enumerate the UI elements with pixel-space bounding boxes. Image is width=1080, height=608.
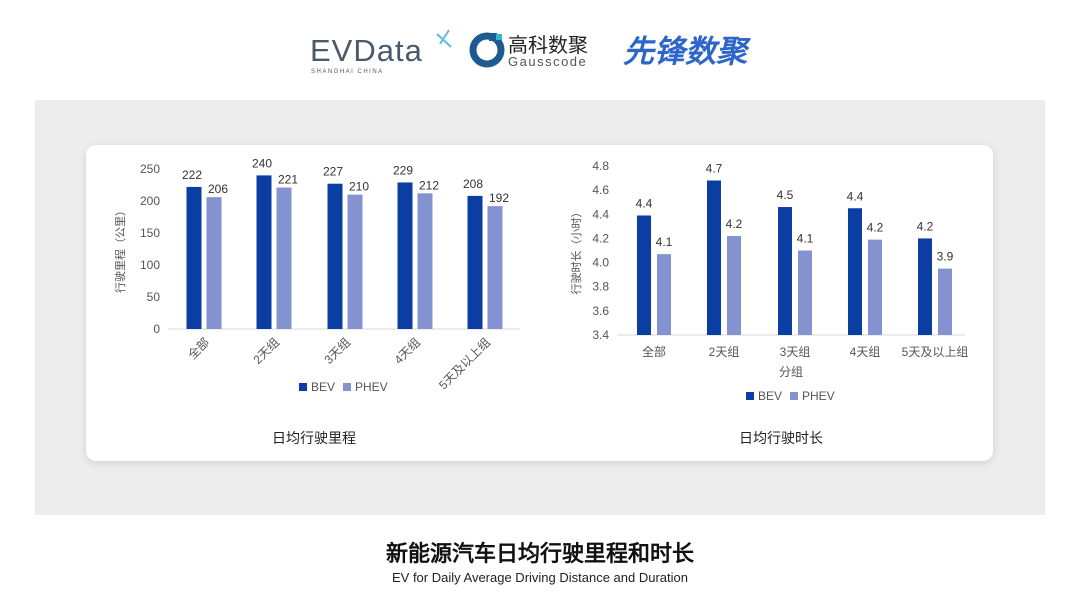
data-label: 240 bbox=[252, 156, 272, 170]
y-tick-label: 4.6 bbox=[592, 183, 609, 197]
data-label: 4.5 bbox=[777, 188, 794, 202]
data-label: 3.9 bbox=[937, 250, 954, 264]
bar-phev bbox=[727, 236, 741, 335]
svg-text:Gausscode: Gausscode bbox=[508, 54, 587, 69]
data-label: 4.2 bbox=[917, 219, 934, 233]
y-tick-label: 200 bbox=[140, 194, 160, 208]
x-tick-label: 5天及以上组 bbox=[902, 345, 969, 359]
data-label: 222 bbox=[182, 168, 202, 182]
svg-text:SHANGHAI CHINA: SHANGHAI CHINA bbox=[311, 69, 384, 75]
data-label: 221 bbox=[278, 173, 298, 187]
data-label: 4.1 bbox=[656, 235, 673, 249]
legend-swatch-bev bbox=[746, 392, 754, 400]
data-label: 4.4 bbox=[847, 189, 864, 203]
chart-card bbox=[86, 145, 993, 461]
gausscode-logo: 高科数聚 Gausscode bbox=[469, 32, 588, 69]
y-tick-label: 4.4 bbox=[592, 207, 609, 221]
bar-phev bbox=[868, 239, 882, 335]
bar-phev bbox=[798, 250, 812, 335]
y-axis-label: 行驶时长（小时） bbox=[569, 207, 583, 295]
data-label: 206 bbox=[208, 182, 228, 196]
bar-bev bbox=[186, 186, 202, 329]
x-tick-label: 2天组 bbox=[251, 335, 283, 367]
evdata-logo: EVData SHANGHAI CHINA bbox=[310, 29, 452, 75]
data-label: 4.1 bbox=[797, 232, 814, 246]
data-label: 4.4 bbox=[636, 196, 653, 210]
x-tick-label: 全部 bbox=[185, 335, 213, 363]
y-tick-label: 3.4 bbox=[592, 328, 609, 342]
y-tick-label: 0 bbox=[153, 322, 160, 336]
bar-bev bbox=[778, 207, 792, 335]
data-label: 4.2 bbox=[867, 221, 884, 235]
bar-bev bbox=[707, 180, 721, 335]
data-label: 4.2 bbox=[726, 217, 743, 231]
y-tick-label: 3.6 bbox=[592, 304, 609, 318]
legend-label-bev: BEV bbox=[311, 380, 335, 394]
y-tick-label: 4.0 bbox=[592, 256, 609, 270]
y-tick-label: 100 bbox=[140, 258, 160, 272]
y-tick-label: 3.8 bbox=[592, 280, 609, 294]
bar-bev bbox=[327, 183, 343, 329]
logo-bar: EVData SHANGHAI CHINA 高科数聚 Gausscode 先锋数… bbox=[310, 29, 752, 75]
y-tick-label: 4.2 bbox=[592, 231, 609, 245]
page-title: 新能源汽车日均行驶里程和时长 bbox=[385, 542, 694, 567]
legend-swatch-phev bbox=[790, 392, 798, 400]
chart-title: 日均行驶里程 bbox=[272, 430, 356, 446]
data-label: 192 bbox=[489, 191, 509, 205]
x-tick-label: 5天及以上组 bbox=[436, 335, 493, 392]
bar-bev bbox=[637, 215, 651, 335]
svg-text:高科数聚: 高科数聚 bbox=[508, 34, 588, 57]
chart-title: 日均行驶时长 bbox=[739, 430, 823, 446]
legend-swatch-phev bbox=[343, 383, 351, 391]
data-label: 227 bbox=[323, 165, 343, 179]
y-tick-label: 150 bbox=[140, 226, 160, 240]
x-tick-label: 全部 bbox=[642, 344, 666, 359]
legend-label-bev: BEV bbox=[758, 389, 782, 403]
y-tick-label: 4.8 bbox=[592, 159, 609, 173]
svg-text:EVData: EVData bbox=[310, 33, 423, 68]
y-axis-label: 行驶里程（公里） bbox=[113, 205, 127, 293]
bar-phev bbox=[487, 206, 503, 329]
bar-phev bbox=[347, 194, 363, 329]
x-tick-label: 3天组 bbox=[780, 345, 811, 359]
x-tick-label: 4天组 bbox=[850, 345, 881, 359]
x-axis-label: 分组 bbox=[779, 365, 803, 379]
legend-swatch-bev bbox=[299, 383, 307, 391]
bar-phev bbox=[417, 193, 433, 329]
page-subtitle: EV for Daily Average Driving Distance an… bbox=[391, 570, 689, 585]
x-tick-label: 3天组 bbox=[322, 335, 354, 367]
bar-phev bbox=[206, 197, 222, 329]
legend-label-phev: PHEV bbox=[355, 380, 388, 394]
bar-bev bbox=[397, 182, 413, 329]
bar-phev bbox=[657, 254, 671, 335]
bar-bev bbox=[848, 208, 862, 335]
data-label: 210 bbox=[349, 180, 369, 194]
data-label: 229 bbox=[393, 163, 413, 177]
data-label: 4.7 bbox=[706, 161, 723, 175]
y-tick-label: 50 bbox=[147, 290, 161, 304]
xianfeng-logo: 先锋数聚 bbox=[623, 34, 752, 69]
data-label: 212 bbox=[419, 178, 439, 192]
bar-phev bbox=[276, 187, 292, 329]
svg-text:先锋数聚: 先锋数聚 bbox=[623, 34, 752, 69]
x-tick-label: 2天组 bbox=[709, 345, 740, 359]
x-tick-label: 4天组 bbox=[392, 335, 424, 367]
legend-label-phev: PHEV bbox=[802, 389, 835, 403]
y-tick-label: 250 bbox=[140, 162, 160, 176]
data-label: 208 bbox=[463, 177, 483, 191]
bar-bev bbox=[256, 175, 272, 329]
bar-phev bbox=[938, 268, 952, 335]
bar-bev bbox=[918, 238, 932, 335]
bar-bev bbox=[467, 195, 483, 329]
